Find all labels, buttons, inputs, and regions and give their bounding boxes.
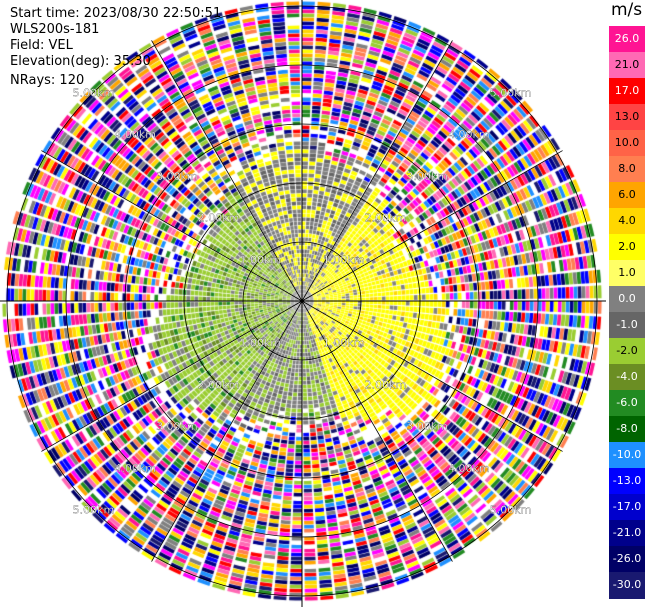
colorbar-segment bbox=[609, 234, 645, 261]
colorbar-tick-label: -10.0 bbox=[612, 448, 642, 461]
colorbar-segment bbox=[609, 442, 645, 469]
range-label: 4.00km bbox=[114, 462, 156, 475]
colorbar-segment bbox=[609, 78, 645, 105]
colorbar-segment bbox=[609, 156, 645, 183]
colorbar-tick-label: 17.0 bbox=[614, 84, 640, 97]
colorbar-tick-label: -17.0 bbox=[612, 500, 642, 513]
colorbar-segment bbox=[609, 52, 645, 79]
colorbar-tick-label: 26.0 bbox=[614, 32, 640, 45]
colorbar-segment bbox=[609, 546, 645, 573]
range-label: 5.00km bbox=[490, 86, 532, 99]
colorbar-tick-label: 10.0 bbox=[614, 136, 640, 149]
colorbar-tick-label: -4.0 bbox=[616, 370, 638, 383]
colorbar-segment bbox=[609, 364, 645, 391]
colorbar-tick-label: -1.0 bbox=[616, 318, 638, 331]
range-label: 3.00km bbox=[156, 420, 198, 433]
colorbar-segment bbox=[609, 26, 645, 53]
azimuth-line bbox=[151, 40, 303, 302]
colorbar-tick-label: -26.0 bbox=[612, 552, 642, 565]
colorbar-segment bbox=[609, 312, 645, 339]
colorbar-segment bbox=[609, 468, 645, 495]
colorbar-tick-label: -8.0 bbox=[616, 422, 638, 435]
azimuth-line bbox=[301, 40, 453, 302]
colorbar-segment bbox=[609, 208, 645, 235]
range-label: 2.00km bbox=[198, 378, 240, 391]
colorbar-tick-label: -2.0 bbox=[616, 344, 638, 357]
range-label: 5.00km bbox=[73, 86, 115, 99]
colorbar-segment bbox=[609, 338, 645, 365]
range-label: 5.00km bbox=[490, 504, 532, 517]
range-label: 4.00km bbox=[448, 462, 490, 475]
colorbar-segment bbox=[609, 494, 645, 521]
range-label: 3.00km bbox=[406, 170, 448, 183]
range-label: 3.00km bbox=[156, 170, 198, 183]
range-label: 1.00km bbox=[323, 253, 365, 266]
azimuth-line bbox=[301, 300, 563, 452]
range-label: 2.00km bbox=[365, 378, 407, 391]
colorbar-tick-label: 0.0 bbox=[618, 292, 636, 305]
colorbar-segment bbox=[609, 286, 645, 313]
range-label: 4.00km bbox=[114, 128, 156, 141]
colorbar-tick-label: -6.0 bbox=[616, 396, 638, 409]
start-time: Start time: 2023/08/30 22:50:51 bbox=[10, 6, 222, 21]
range-label: 1.00km bbox=[323, 337, 365, 350]
colorbar-segment bbox=[609, 390, 645, 417]
colorbar-tick-label: 13.0 bbox=[614, 110, 640, 123]
colorbar-segment bbox=[609, 130, 645, 157]
azimuth-line bbox=[301, 150, 563, 302]
colorbar-segment bbox=[609, 104, 645, 131]
colorbar-tick-label: 6.0 bbox=[618, 188, 636, 201]
range-label: 3.00km bbox=[406, 420, 448, 433]
colorbar-segment bbox=[609, 416, 645, 443]
range-label: 2.00km bbox=[365, 212, 407, 225]
azimuth-line bbox=[151, 300, 303, 562]
colorbar-tick-label: 8.0 bbox=[618, 162, 636, 175]
range-label: 2.00km bbox=[198, 212, 240, 225]
field-name: Field: VEL bbox=[10, 38, 73, 53]
colorbar-tick-label: -30.0 bbox=[612, 578, 642, 591]
azimuth-line bbox=[301, 300, 453, 562]
colorbar-tick-label: 4.0 bbox=[618, 214, 636, 227]
range-label: 5.00km bbox=[73, 504, 115, 517]
elevation: Elevation(deg): 35.30 bbox=[10, 54, 151, 69]
range-label: 1.00km bbox=[239, 337, 281, 350]
colorbar-segment bbox=[609, 572, 645, 599]
azimuth-line bbox=[41, 300, 303, 452]
colorbar-segment bbox=[609, 260, 645, 287]
colorbar-tick-label: 1.0 bbox=[618, 266, 636, 279]
colorbar-tick-label: -13.0 bbox=[612, 474, 642, 487]
range-label: 4.00km bbox=[448, 128, 490, 141]
colorbar-tick-label: 2.0 bbox=[618, 240, 636, 253]
colorbar-tick-label: 21.0 bbox=[614, 58, 640, 71]
info-panel: Start time: 2023/08/30 22:50:51 WLS200s-… bbox=[10, 6, 221, 89]
colorbar-segment bbox=[609, 520, 645, 547]
azimuth-line bbox=[41, 150, 303, 302]
colorbar-unit: m/s bbox=[611, 0, 643, 20]
colorbar-tick-label: -21.0 bbox=[612, 526, 642, 539]
colorbar-segment bbox=[609, 182, 645, 209]
station-name: WLS200s-181 bbox=[10, 22, 100, 37]
nrays: NRays: 120 bbox=[10, 73, 85, 88]
range-label: 1.00km bbox=[239, 253, 281, 266]
